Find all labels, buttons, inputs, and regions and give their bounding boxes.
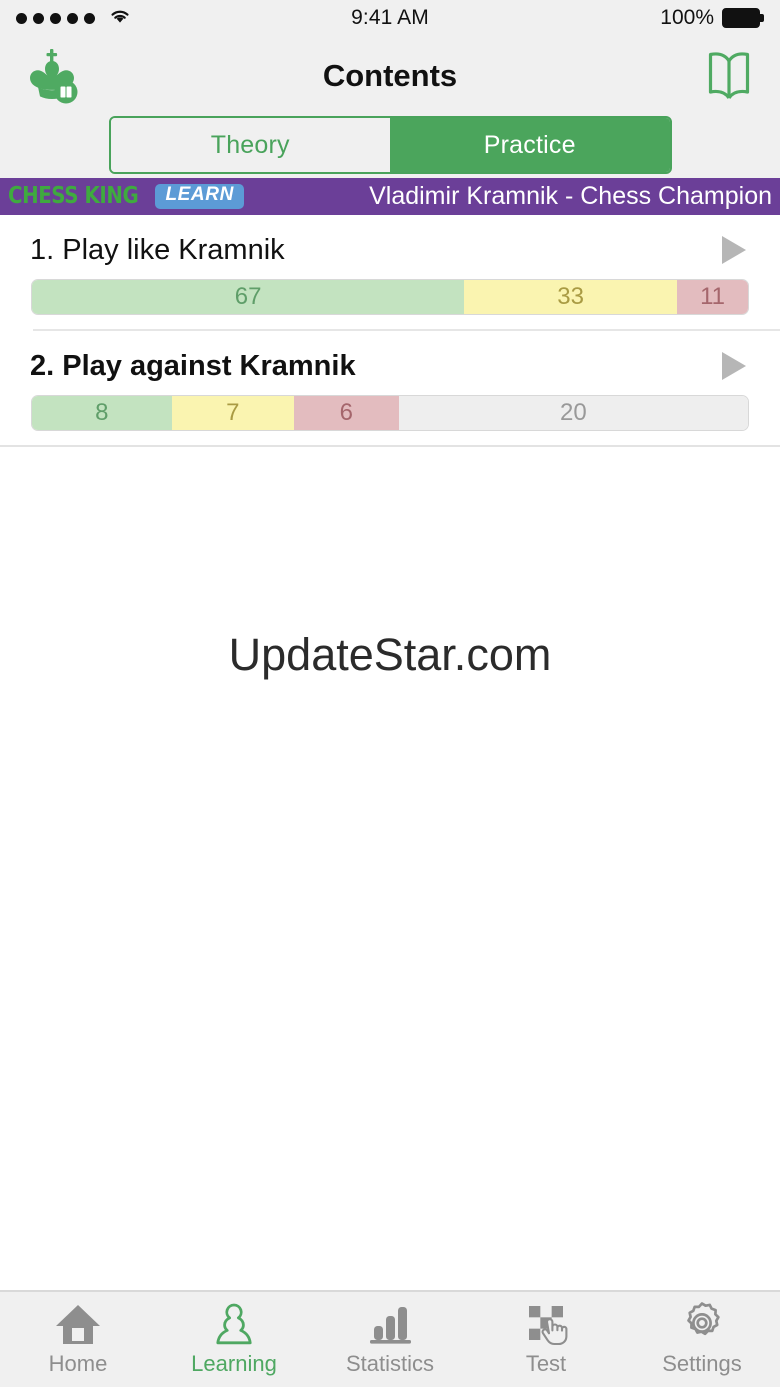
gear-icon bbox=[678, 1302, 726, 1346]
progress-segment-remaining: 20 bbox=[398, 396, 748, 430]
tab-label: Test bbox=[525, 1351, 567, 1376]
row-separator bbox=[33, 329, 780, 331]
signal-strength-dots bbox=[16, 12, 95, 24]
battery-full-icon bbox=[722, 8, 764, 28]
wifi-icon bbox=[108, 7, 132, 30]
course-banner: CHESS KING LEARN Vladimir Kramnik - Ches… bbox=[0, 178, 780, 215]
open-book-icon[interactable] bbox=[700, 49, 758, 103]
lesson-row-header: 2. Play against Kramnik bbox=[0, 331, 780, 389]
tab-label: Home bbox=[48, 1351, 108, 1376]
content-area: UpdateStar.com bbox=[0, 447, 780, 1290]
progress-bar-wrapper: 8 7 6 20 bbox=[0, 389, 780, 445]
progress-bar: 67 33 11 bbox=[31, 279, 749, 315]
play-triangle-icon[interactable] bbox=[716, 231, 750, 269]
lesson-title: 1. Play like Kramnik bbox=[30, 233, 285, 266]
tab-label: Statistics bbox=[345, 1351, 435, 1376]
chessboard-hand-icon bbox=[522, 1302, 570, 1346]
lesson-title: 2. Play against Kramnik bbox=[30, 349, 356, 382]
lesson-list: 1. Play like Kramnik 67 33 11 2. Play ag… bbox=[0, 215, 780, 447]
bar-chart-icon bbox=[366, 1302, 414, 1346]
progress-bar: 8 7 6 20 bbox=[31, 395, 749, 431]
tab-test[interactable]: Test bbox=[468, 1292, 624, 1387]
progress-bar-wrapper: 67 33 11 bbox=[0, 273, 780, 329]
progress-segment-partial: 7 bbox=[171, 396, 294, 430]
pawn-icon bbox=[211, 1302, 257, 1346]
watermark-text: UpdateStar.com bbox=[228, 629, 552, 680]
progress-segment-failed: 6 bbox=[293, 396, 399, 430]
progress-segment-solved: 67 bbox=[32, 280, 465, 314]
battery-percent-label: 100% bbox=[660, 6, 714, 29]
learn-badge: LEARN bbox=[155, 184, 244, 209]
navigation-bar: Contents bbox=[0, 36, 780, 116]
list-item[interactable]: 2. Play against Kramnik 8 7 6 20 bbox=[0, 331, 780, 445]
status-bar-right: 100% bbox=[660, 6, 764, 30]
lesson-row-header: 1. Play like Kramnik bbox=[0, 215, 780, 273]
progress-segment-solved: 8 bbox=[32, 396, 172, 430]
status-bar-left bbox=[16, 7, 132, 30]
page-title: Contents bbox=[322, 58, 458, 93]
tab-bar: Home Learning Sta bbox=[0, 1290, 780, 1387]
tab-label: Learning bbox=[191, 1351, 277, 1376]
progress-segment-failed: 11 bbox=[677, 280, 748, 314]
theory-practice-segmented-control[interactable]: Theory Practice bbox=[108, 116, 672, 174]
list-item[interactable]: 1. Play like Kramnik 67 33 11 bbox=[0, 215, 780, 331]
progress-segment-partial: 33 bbox=[464, 280, 678, 314]
tab-practice[interactable]: Practice bbox=[390, 118, 670, 172]
tab-learning[interactable]: Learning bbox=[156, 1292, 312, 1387]
segmented-control-container: Theory Practice bbox=[0, 116, 780, 178]
tab-statistics[interactable]: Statistics bbox=[312, 1292, 468, 1387]
tab-home[interactable]: Home bbox=[0, 1292, 156, 1387]
brand-name: CHESS KING bbox=[8, 182, 139, 209]
course-title: Vladimir Kramnik - Chess Champion bbox=[369, 182, 772, 210]
chess-king-learn-logo: CHESS KING LEARN bbox=[8, 184, 244, 209]
tab-theory[interactable]: Theory bbox=[110, 118, 390, 172]
home-icon bbox=[54, 1302, 102, 1346]
list-bottom-separator bbox=[0, 445, 780, 447]
play-triangle-icon[interactable] bbox=[716, 347, 750, 385]
tab-label: Settings bbox=[662, 1351, 742, 1376]
tab-settings[interactable]: Settings bbox=[624, 1292, 780, 1387]
chess-king-book-logo-icon[interactable] bbox=[22, 45, 82, 107]
status-bar: 9:41 AM 100% bbox=[0, 0, 780, 36]
